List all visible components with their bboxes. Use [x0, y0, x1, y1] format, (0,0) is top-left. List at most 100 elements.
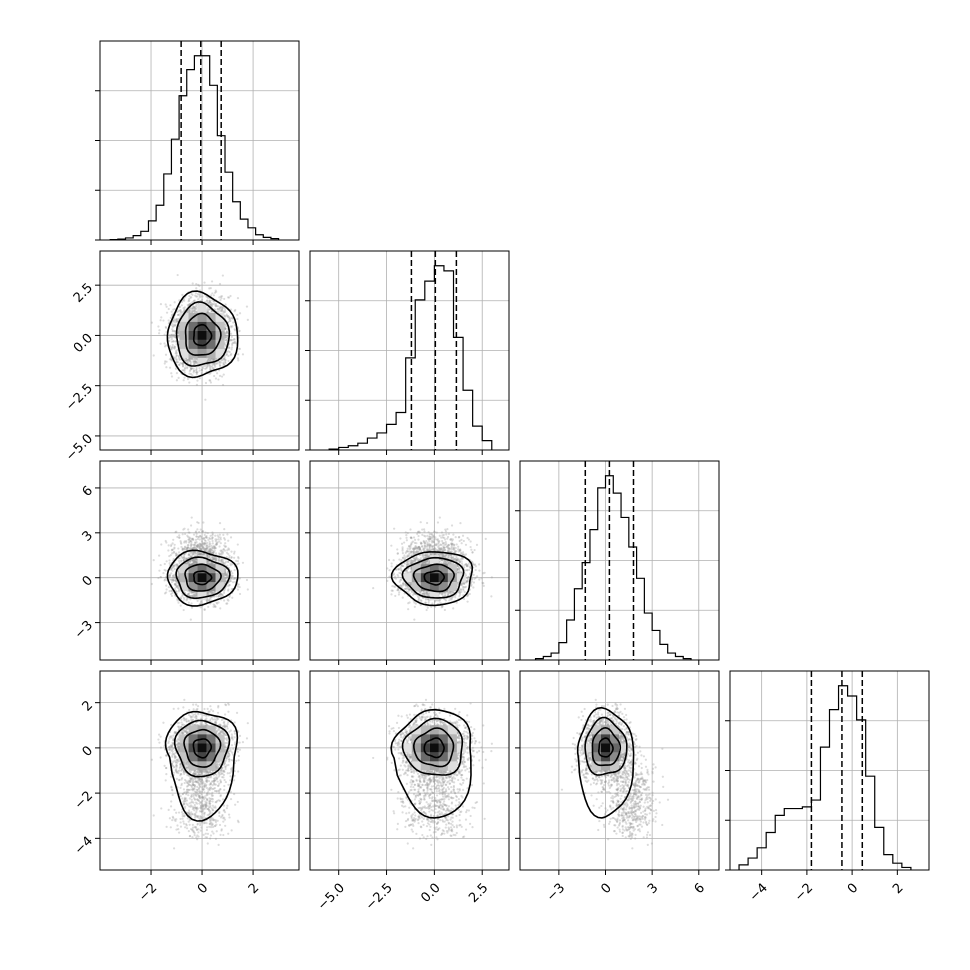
- sample-point: [159, 342, 162, 345]
- sample-point: [192, 593, 195, 597]
- sample-point: [190, 602, 193, 605]
- sample-point: [183, 556, 186, 559]
- sample-point: [209, 368, 212, 371]
- sample-point: [218, 360, 221, 364]
- sample-point: [218, 362, 221, 365]
- panel-frame: [309, 250, 510, 451]
- sample-point: [218, 553, 222, 556]
- sample-point: [183, 299, 186, 302]
- sample-point: [181, 363, 185, 366]
- sample-point: [195, 366, 198, 370]
- sample-point: [175, 585, 178, 589]
- sample-point: [195, 540, 198, 544]
- sample-point: [230, 346, 234, 349]
- sample-point: [211, 545, 214, 549]
- sample-point: [169, 554, 172, 557]
- sample-point: [237, 557, 240, 560]
- sample-point: [209, 379, 212, 382]
- sample-point: [178, 299, 181, 302]
- sample-point: [196, 293, 199, 296]
- sample-point: [206, 553, 209, 557]
- sample-point: [181, 547, 184, 550]
- sample-point: [189, 559, 192, 562]
- sample-point: [218, 308, 221, 311]
- sample-point: [174, 323, 177, 326]
- sample-point: [237, 347, 240, 350]
- sample-point: [201, 298, 204, 302]
- sample-point: [212, 358, 216, 361]
- sample-point: [175, 372, 179, 375]
- sample-point: [171, 323, 174, 326]
- sample-point: [194, 360, 198, 364]
- sample-point: [184, 562, 187, 565]
- sample-point: [226, 598, 229, 601]
- panel-frame: [729, 670, 930, 871]
- sample-point: [192, 367, 195, 370]
- sample-point: [227, 350, 230, 353]
- sample-point: [195, 544, 198, 548]
- sample-point: [178, 534, 181, 537]
- sample-point: [170, 310, 173, 313]
- sample-point: [206, 306, 210, 309]
- sample-point: [231, 339, 234, 342]
- sample-point: [191, 282, 194, 285]
- sample-point: [187, 546, 190, 549]
- sample-point: [193, 547, 196, 550]
- sample-point: [174, 319, 178, 322]
- sample-point: [181, 533, 184, 536]
- sample-point: [214, 605, 217, 608]
- sample-point: [220, 550, 223, 553]
- sample-point: [209, 542, 212, 545]
- sample-point: [204, 398, 207, 401]
- sample-point: [192, 590, 195, 594]
- sample-point: [199, 295, 202, 298]
- sample-point: [221, 593, 224, 596]
- sample-point: [187, 528, 190, 531]
- sample-point: [209, 549, 212, 552]
- sample-point: [194, 292, 198, 295]
- sample-point: [185, 599, 188, 602]
- sample-point: [230, 587, 234, 591]
- sample-point: [203, 539, 206, 542]
- sample-point: [230, 575, 233, 578]
- sample-point: [193, 551, 196, 554]
- density-cell: [197, 357, 207, 367]
- sample-point: [216, 307, 219, 311]
- sample-point: [191, 301, 194, 304]
- sample-point: [225, 353, 229, 356]
- sample-point: [193, 560, 197, 563]
- sample-point: [193, 591, 196, 594]
- sample-point: [164, 325, 167, 329]
- sample-point: [180, 545, 183, 549]
- sample-point: [168, 574, 171, 577]
- sample-point: [179, 604, 182, 607]
- sample-point: [192, 561, 195, 564]
- sample-point: [227, 316, 231, 319]
- sample-point: [173, 565, 176, 568]
- sample-point: [234, 308, 237, 312]
- sample-point: [199, 553, 202, 556]
- sample-point: [168, 576, 171, 579]
- sample-point: [186, 561, 189, 564]
- sample-point: [226, 336, 229, 339]
- sample-point: [207, 359, 210, 362]
- sample-point: [224, 327, 227, 330]
- sample-point: [188, 372, 191, 375]
- sample-point: [192, 543, 195, 546]
- sample-point: [197, 283, 200, 286]
- sample-point: [208, 562, 211, 565]
- sample-point: [205, 548, 208, 551]
- sample-point: [233, 338, 236, 341]
- sample-point: [174, 340, 177, 343]
- sample-point: [220, 308, 223, 311]
- sample-point: [225, 602, 228, 605]
- sample-point: [176, 318, 179, 321]
- sample-point: [190, 542, 193, 545]
- sample-point: [170, 346, 174, 349]
- sample-point: [189, 618, 192, 621]
- sample-point: [200, 371, 203, 374]
- sample-point: [164, 360, 167, 363]
- sample-point: [236, 585, 240, 588]
- sample-point: [206, 309, 209, 312]
